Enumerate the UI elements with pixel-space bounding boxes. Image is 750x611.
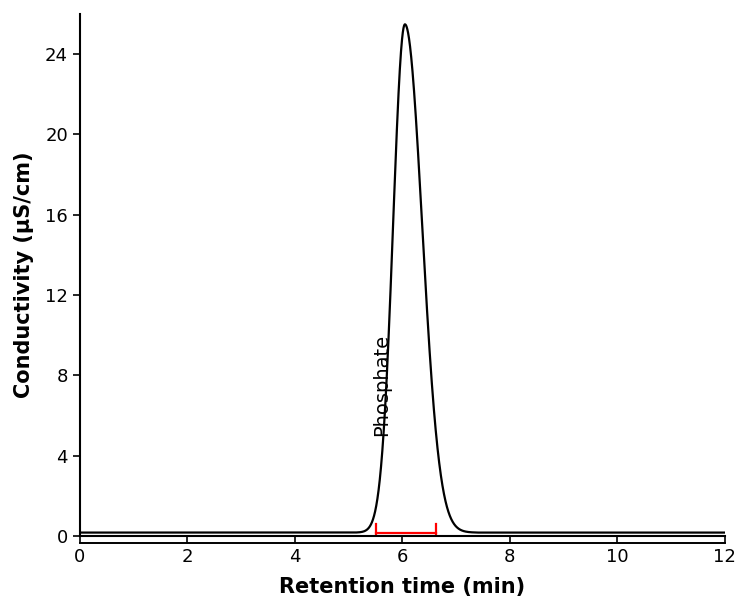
Text: Phosphate: Phosphate bbox=[372, 334, 392, 436]
X-axis label: Retention time (min): Retention time (min) bbox=[279, 577, 525, 597]
Y-axis label: Conductivity (μS/cm): Conductivity (μS/cm) bbox=[14, 152, 34, 398]
